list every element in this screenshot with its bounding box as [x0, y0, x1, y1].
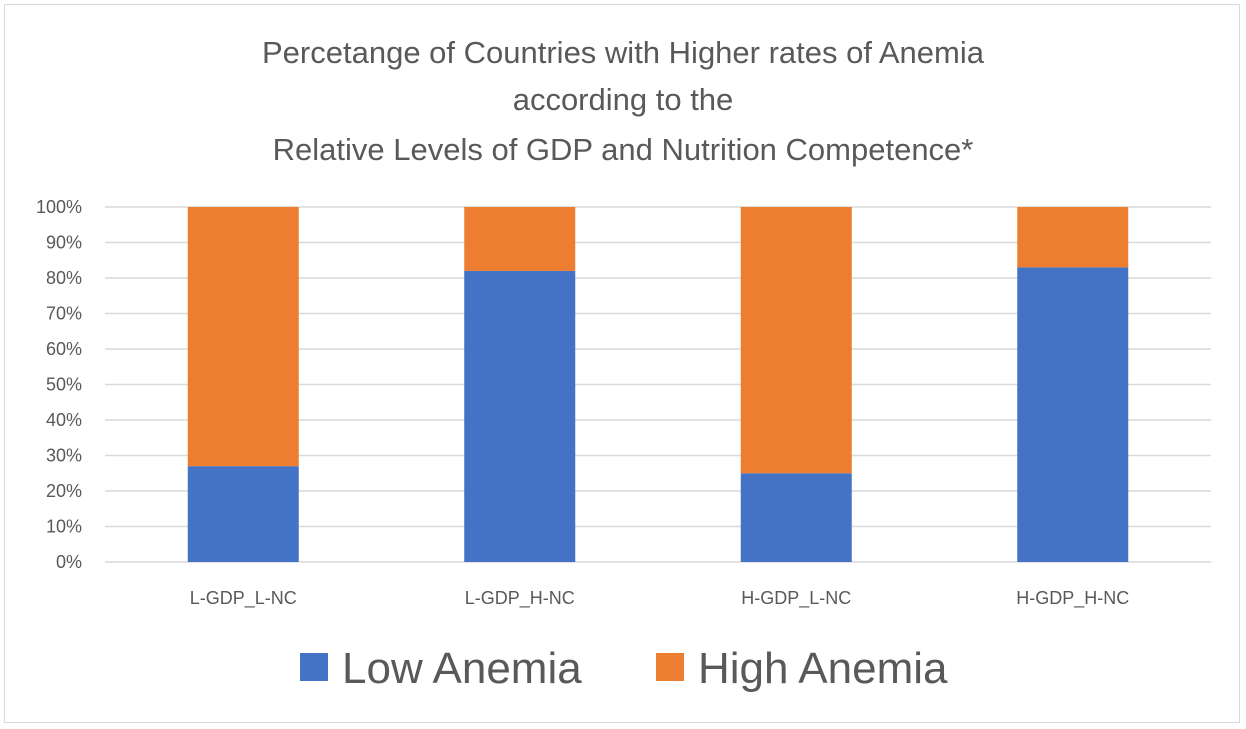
y-tick-label: 100%: [36, 197, 82, 217]
legend-label: Low Anemia: [342, 644, 582, 693]
y-tick-label: 30%: [46, 446, 82, 466]
bar-high-anemia-h-gdp_l-nc: [740, 207, 852, 474]
bar-low-anemia-l-gdp_l-nc: [187, 466, 299, 562]
chart-title-line-3: Relative Levels of GDP and Nutrition Com…: [273, 132, 974, 167]
y-tick-label: 80%: [46, 268, 82, 288]
y-tick-label: 70%: [46, 304, 82, 324]
bar-high-anemia-l-gdp_h-nc: [464, 207, 576, 271]
y-tick-label: 10%: [46, 517, 82, 537]
chart-title-line-1: Percetange of Countries with Higher rate…: [262, 35, 985, 70]
y-tick-label: 40%: [46, 410, 82, 430]
y-tick-label: 20%: [46, 481, 82, 501]
y-tick-label: 0%: [56, 552, 82, 572]
y-tick-label: 90%: [46, 233, 82, 253]
x-category-label: H-GDP_H-NC: [1016, 588, 1129, 609]
y-tick-label: 60%: [46, 339, 82, 359]
bar-high-anemia-h-gdp_h-nc: [1017, 207, 1129, 268]
x-category-label: H-GDP_L-NC: [741, 588, 851, 609]
x-category-label: L-GDP_L-NC: [190, 588, 297, 609]
bar-low-anemia-l-gdp_h-nc: [464, 270, 576, 562]
chart-frame: [4, 4, 1240, 723]
y-tick-label: 50%: [46, 375, 82, 395]
legend-swatch-low-anemia: [300, 653, 328, 681]
bar-low-anemia-h-gdp_h-nc: [1017, 267, 1129, 562]
bar-high-anemia-l-gdp_l-nc: [187, 207, 299, 467]
legend-label: High Anemia: [698, 644, 948, 693]
x-category-label: L-GDP_H-NC: [465, 588, 575, 609]
legend-swatch-high-anemia: [656, 653, 684, 681]
chart-title-line-2: according to the: [513, 82, 734, 117]
bar-low-anemia-h-gdp_l-nc: [740, 473, 852, 562]
